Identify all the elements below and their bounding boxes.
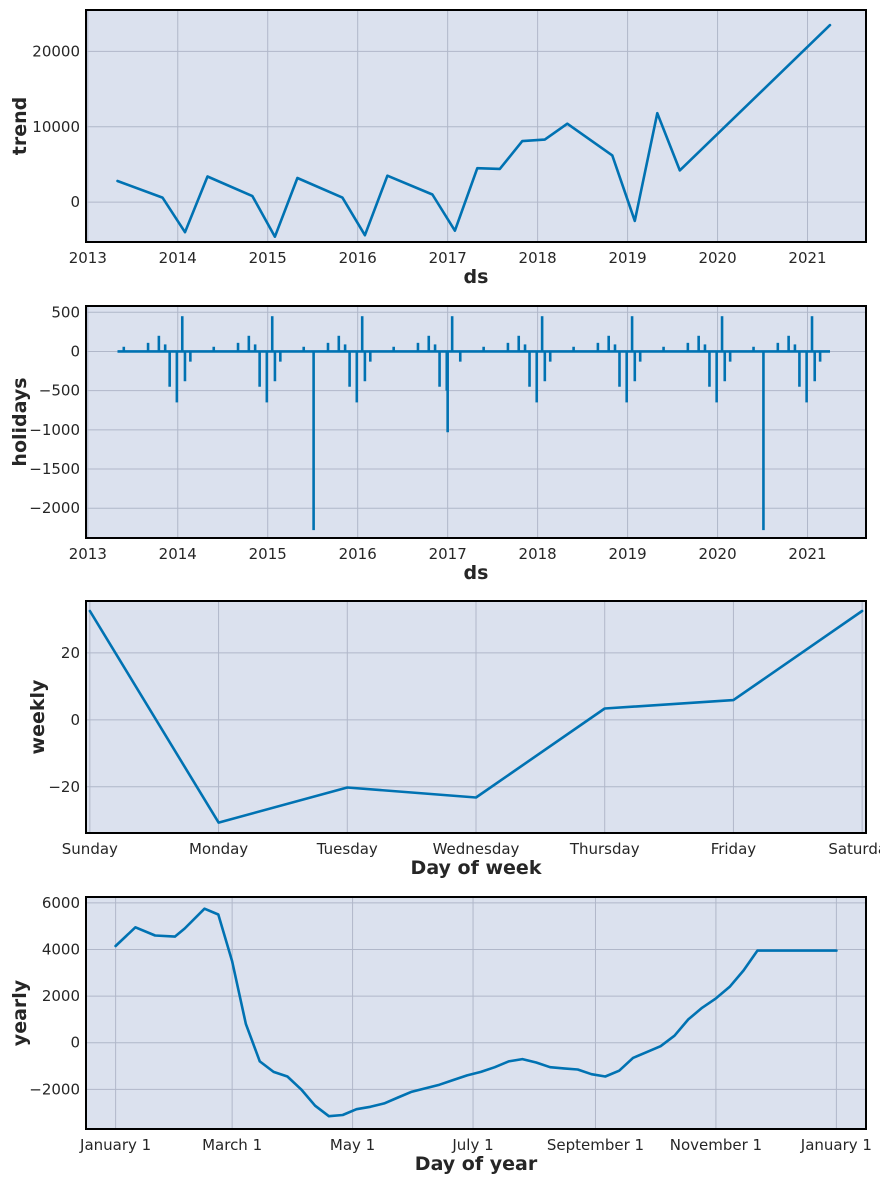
holidays-x-tick-label: 2021 bbox=[788, 545, 826, 563]
holidays-frame bbox=[85, 305, 867, 539]
yearly-frame bbox=[85, 896, 867, 1130]
trend-x-tick-label: 2014 bbox=[159, 249, 197, 267]
holidays-y-axis-title: holidays bbox=[9, 377, 31, 466]
holidays-x-tick-label: 2014 bbox=[159, 545, 197, 563]
weekly-x-tick-label: Wednesday bbox=[433, 840, 520, 858]
weekly-series-line bbox=[88, 609, 864, 824]
trend-y-tick-label: 10000 bbox=[32, 118, 80, 136]
yearly-x-tick-label: January 1 bbox=[79, 1136, 151, 1154]
trend-panel: 2013 2014 2015 2016 2017 2018 2019 2020 2021 0 100… bbox=[9, 9, 867, 288]
trend-series-group bbox=[116, 23, 832, 238]
yearly-y-tick-label: −2000 bbox=[29, 1080, 80, 1098]
weekly-x-tick-label: Saturday bbox=[828, 840, 880, 858]
weekly-y-tick-label: 0 bbox=[70, 711, 80, 729]
trend-x-tick-label: 2018 bbox=[519, 249, 557, 267]
trend-x-axis-title: ds bbox=[464, 266, 489, 288]
yearly-series-group bbox=[114, 907, 838, 1118]
trend-x-tick-label: 2019 bbox=[608, 249, 646, 267]
holidays-x-axis-title: ds bbox=[464, 562, 489, 584]
holidays-x-tick-label: 2019 bbox=[608, 545, 646, 563]
holidays-y-tick-label: 500 bbox=[51, 303, 80, 321]
weekly-x-tick-label: Tuesday bbox=[316, 840, 378, 858]
holidays-y-tick-label: −500 bbox=[39, 382, 80, 400]
holidays-y-tick-label: 0 bbox=[70, 342, 80, 360]
trend-plot-area bbox=[86, 10, 866, 242]
holidays-y-tick-label: −2000 bbox=[29, 499, 80, 517]
yearly-x-axis-title: Day of year bbox=[415, 1153, 538, 1175]
trend-series-line bbox=[116, 23, 832, 238]
yearly-series-line bbox=[114, 907, 838, 1118]
trend-x-tick-label: 2013 bbox=[69, 249, 107, 267]
holidays-x-tick-label: 2015 bbox=[249, 545, 287, 563]
holidays-x-tick-label: 2013 bbox=[69, 545, 107, 563]
trend-frame bbox=[85, 9, 867, 243]
holidays-x-tick-label: 2016 bbox=[339, 545, 377, 563]
trend-x-tick-label: 2020 bbox=[698, 249, 736, 267]
trend-x-tick-label: 2016 bbox=[339, 249, 377, 267]
weekly-panel: Sunday Monday Tuesday Wednesday Thursday Frid… bbox=[27, 600, 880, 879]
holidays-panel: 2013 2014 2015 2016 2017 2018 2019 2020 2021 −200… bbox=[9, 303, 867, 584]
yearly-y-tick-label: 0 bbox=[70, 1034, 80, 1052]
holidays-x-tick-label: 2020 bbox=[698, 545, 736, 563]
trend-x-tick-label: 2015 bbox=[249, 249, 287, 267]
holidays-y-tick-label: −1500 bbox=[29, 460, 80, 478]
trend-x-tick-label: 2021 bbox=[788, 249, 826, 267]
yearly-y-tick-label: 6000 bbox=[42, 894, 80, 912]
yearly-x-tick-label: January 1 bbox=[800, 1136, 872, 1154]
weekly-frame bbox=[85, 600, 867, 834]
yearly-x-tick-label: November 1 bbox=[670, 1136, 762, 1154]
trend-y-axis-title: trend bbox=[9, 97, 31, 155]
yearly-x-tick-label: March 1 bbox=[202, 1136, 262, 1154]
weekly-x-tick-label: Thursday bbox=[569, 840, 640, 858]
weekly-x-axis-title: Day of week bbox=[411, 857, 542, 879]
yearly-plot-area bbox=[86, 897, 866, 1129]
weekly-y-tick-label: −20 bbox=[48, 778, 80, 796]
yearly-panel: January 1 March 1 May 1 July 1 September 1 No… bbox=[9, 894, 872, 1175]
trend-x-tick-label: 2017 bbox=[429, 249, 467, 267]
holidays-x-tick-label: 2017 bbox=[429, 545, 467, 563]
weekly-y-tick-label: 20 bbox=[61, 644, 80, 662]
holidays-plot-area bbox=[86, 306, 866, 538]
weekly-x-tick-label: Monday bbox=[189, 840, 248, 858]
holidays-series-group bbox=[117, 316, 831, 531]
yearly-y-tick-label: 4000 bbox=[42, 940, 80, 958]
yearly-x-tick-label: July 1 bbox=[451, 1136, 493, 1154]
holidays-y-tick-label: −1000 bbox=[29, 421, 80, 439]
trend-y-tick-label: 20000 bbox=[32, 42, 80, 60]
trend-y-tick-label: 0 bbox=[70, 193, 80, 211]
yearly-y-axis-title: yearly bbox=[9, 979, 31, 1046]
yearly-y-tick-label: 2000 bbox=[42, 987, 80, 1005]
weekly-y-axis-title: weekly bbox=[27, 679, 49, 754]
yearly-x-tick-label: September 1 bbox=[547, 1136, 644, 1154]
weekly-x-tick-label: Sunday bbox=[62, 840, 118, 858]
holidays-x-tick-label: 2018 bbox=[519, 545, 557, 563]
weekly-x-tick-label: Friday bbox=[711, 840, 757, 858]
weekly-series-group bbox=[88, 609, 864, 824]
yearly-x-tick-label: May 1 bbox=[330, 1136, 375, 1154]
